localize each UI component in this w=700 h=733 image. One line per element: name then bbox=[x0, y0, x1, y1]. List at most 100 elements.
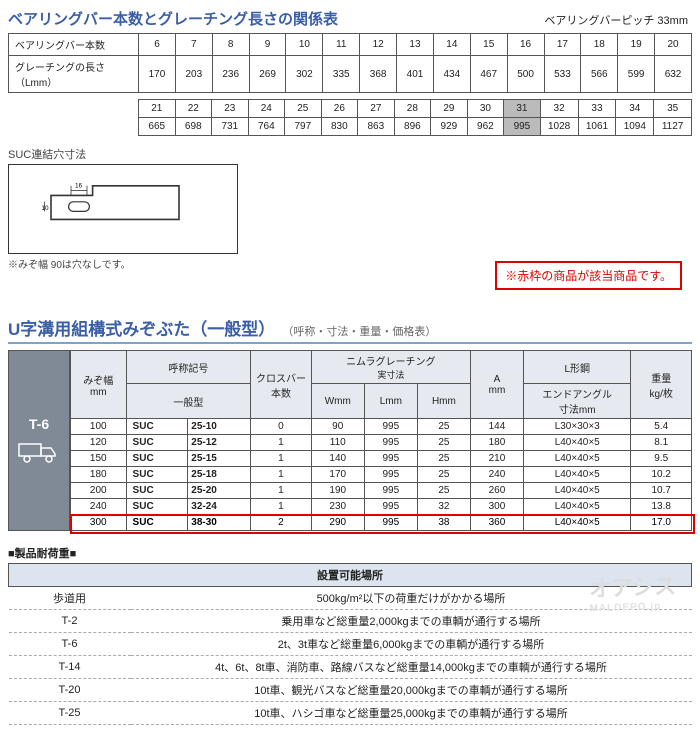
load-title: ■製品耐荷重■ bbox=[8, 545, 692, 561]
hdr-nimura: ニムラグレーチング実寸法 bbox=[311, 351, 470, 384]
cell: 15 bbox=[470, 34, 507, 56]
cell: 25 bbox=[285, 100, 322, 118]
cell: 6 bbox=[139, 34, 176, 56]
cell: 566 bbox=[581, 56, 618, 93]
cell: 33 bbox=[578, 100, 616, 118]
cell: 170 bbox=[139, 56, 176, 93]
cell: 20 bbox=[655, 34, 692, 56]
table-row: T-2乗用車など総重量2,000kgまでの車輌が通行する場所 bbox=[9, 610, 692, 633]
cell: 599 bbox=[618, 56, 655, 93]
cell: 830 bbox=[321, 118, 358, 136]
cell: 13 bbox=[397, 34, 434, 56]
table-row: T-2010t車、観光バスなど総重量20,000kgまでの車輌が通行する場所 bbox=[9, 679, 692, 702]
cell: 14 bbox=[433, 34, 470, 56]
section2-subtitle: （呼称・寸法・重量・価格表） bbox=[282, 323, 436, 339]
section2-title: U字溝用組構式みぞぶた（一般型） bbox=[8, 315, 275, 340]
cell: 335 bbox=[323, 56, 360, 93]
cell: 16 bbox=[507, 34, 544, 56]
suc-dim1: 16 bbox=[75, 182, 83, 189]
cell: 731 bbox=[212, 118, 249, 136]
cell: 30 bbox=[467, 100, 504, 118]
table-row: 100SUC25-1009099525144L30×30×35.4 bbox=[71, 419, 692, 435]
cell: 31 bbox=[504, 100, 541, 118]
cell: 17 bbox=[544, 34, 581, 56]
load-table: 設置可能場所 歩道用500kg/m²以下の荷重だけがかかる場所T-2乗用車など総… bbox=[8, 563, 692, 725]
suc-dim2: 10 bbox=[41, 205, 49, 212]
cell: 18 bbox=[581, 34, 618, 56]
section1-title: ベアリングバー本数とグレーチング長さの関係表 bbox=[8, 8, 338, 29]
table-row: T-62t、3t車など総重量6,000kgまでの車輌が通行する場所 bbox=[9, 633, 692, 656]
hdr-weight: 重量 kg/枚 bbox=[631, 351, 692, 419]
cell: 7 bbox=[175, 34, 212, 56]
table-row: T-144t、6t、8t車、消防車、路線バスなど総重量14,000kgまでの車輌… bbox=[9, 656, 692, 679]
cell: 22 bbox=[175, 100, 212, 118]
table-row: 240SUC32-24123099532300L40×40×513.8 bbox=[71, 499, 692, 515]
cell: 797 bbox=[285, 118, 322, 136]
cell: 8 bbox=[212, 34, 249, 56]
hdr-a: A mm bbox=[470, 351, 523, 419]
spec-table: みぞ幅 mm 呼称記号 クロスバー 本数 ニムラグレーチング実寸法 A mm L… bbox=[70, 350, 692, 531]
hdr-koshou: 呼称記号 bbox=[126, 351, 251, 384]
suc-title: SUC連結穴寸法 bbox=[8, 146, 692, 162]
cell: 500 bbox=[507, 56, 544, 93]
pitch-label: ベアリングバーピッチ 33mm bbox=[544, 12, 688, 28]
cell: 698 bbox=[175, 118, 212, 136]
red-notice: ※赤枠の商品が該当商品です。 bbox=[495, 261, 682, 290]
cell: 665 bbox=[139, 118, 176, 136]
cell: 896 bbox=[394, 118, 431, 136]
table-row: 180SUC25-18117099525240L40×40×510.2 bbox=[71, 467, 692, 483]
cell: 23 bbox=[212, 100, 249, 118]
cell: 203 bbox=[175, 56, 212, 93]
cell: 863 bbox=[358, 118, 395, 136]
cell: 764 bbox=[248, 118, 285, 136]
hdr-w: Wmm bbox=[311, 384, 364, 419]
cell: 35 bbox=[654, 100, 692, 118]
cell: 1127 bbox=[654, 118, 692, 136]
cell: 467 bbox=[470, 56, 507, 93]
cell: 11 bbox=[323, 34, 360, 56]
cell: 10 bbox=[286, 34, 323, 56]
cell: 368 bbox=[360, 56, 397, 93]
cell: 236 bbox=[212, 56, 249, 93]
hdr-l: Lmm bbox=[364, 384, 417, 419]
cell: 9 bbox=[249, 34, 286, 56]
cell: 1061 bbox=[578, 118, 616, 136]
hdr-h: Hmm bbox=[417, 384, 470, 419]
bearing-table-top: ベアリングバー本数67891011121314151617181920 グレーチ… bbox=[8, 33, 692, 93]
truck-icon bbox=[17, 438, 61, 466]
table-row: 300SUC38-30229099538360L40×40×517.0 bbox=[71, 515, 692, 531]
t6-label: T-6 bbox=[8, 350, 70, 531]
table-row: 200SUC25-20119099525260L40×40×510.7 bbox=[71, 483, 692, 499]
cell: 995 bbox=[504, 118, 541, 136]
row-label-length: グレーチングの長さ（Lmm） bbox=[9, 56, 139, 93]
cell: 29 bbox=[431, 100, 468, 118]
cell: 269 bbox=[249, 56, 286, 93]
load-header: 設置可能場所 bbox=[9, 564, 692, 587]
cell: 1028 bbox=[540, 118, 578, 136]
bearing-table-bottom: 212223242526272829303132333435 665698731… bbox=[138, 99, 692, 136]
cell: 19 bbox=[618, 34, 655, 56]
cell: 434 bbox=[433, 56, 470, 93]
cell: 28 bbox=[394, 100, 431, 118]
table-row: 120SUC25-12111099525180L40×40×58.1 bbox=[71, 435, 692, 451]
table-row: T-2510t車、ハシゴ車など総重量25,000kgまでの車輌が通行する場所 bbox=[9, 702, 692, 725]
cell: 32 bbox=[540, 100, 578, 118]
hdr-cross: クロスバー 本数 bbox=[251, 351, 311, 419]
cell: 27 bbox=[358, 100, 395, 118]
cell: 302 bbox=[286, 56, 323, 93]
cell: 962 bbox=[467, 118, 504, 136]
cell: 24 bbox=[248, 100, 285, 118]
cell: 12 bbox=[360, 34, 397, 56]
cell: 533 bbox=[544, 56, 581, 93]
suc-diagram: 16 10 bbox=[8, 164, 238, 254]
table-row: 歩道用500kg/m²以下の荷重だけがかかる場所 bbox=[9, 587, 692, 610]
cell: 401 bbox=[397, 56, 434, 93]
cell: 1094 bbox=[616, 118, 654, 136]
cell: 34 bbox=[616, 100, 654, 118]
row-label-count: ベアリングバー本数 bbox=[9, 34, 139, 56]
t6-text: T-6 bbox=[29, 416, 49, 432]
table-row: 150SUC25-15114099525210L40×40×59.5 bbox=[71, 451, 692, 467]
hdr-lsteel-sub: エンドアングル 寸法mm bbox=[524, 384, 631, 419]
cell: 929 bbox=[431, 118, 468, 136]
cell: 632 bbox=[655, 56, 692, 93]
